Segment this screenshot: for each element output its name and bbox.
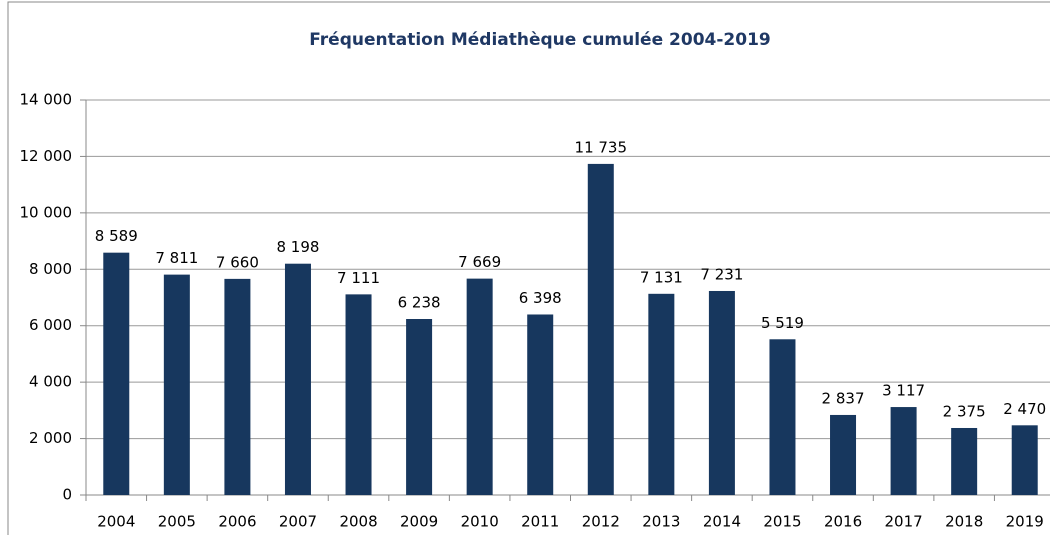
value-label: 2 837 [822, 389, 865, 407]
bar [284, 263, 311, 495]
x-tick-label: 2010 [461, 513, 499, 531]
value-label: 7 231 [700, 265, 743, 283]
x-tick-label: 2017 [885, 513, 923, 531]
bar [224, 278, 251, 495]
bar [708, 290, 735, 495]
value-label: 11 735 [575, 138, 628, 156]
chart-title: Fréquentation Médiathèque cumulée 2004-2… [309, 30, 770, 50]
x-tick-label: 2016 [824, 513, 862, 531]
value-label: 6 398 [519, 289, 562, 307]
bar [527, 314, 554, 495]
y-tick-label: 10 000 [20, 203, 73, 221]
chart-frame [7, 1, 1050, 535]
bar [345, 294, 372, 495]
bar [769, 339, 796, 495]
y-tick-label: 14 000 [20, 91, 73, 109]
y-tick-label: 6 000 [29, 316, 72, 334]
value-label: 6 238 [398, 293, 441, 311]
x-tick-label: 2006 [218, 513, 256, 531]
y-tick-label: 8 000 [29, 260, 72, 278]
bar [951, 427, 978, 495]
value-label: 7 660 [216, 253, 259, 271]
value-label: 8 198 [276, 238, 319, 256]
value-label: 8 589 [95, 227, 138, 245]
bar [163, 274, 190, 495]
value-label: 7 111 [337, 269, 380, 287]
value-label: 5 519 [761, 314, 804, 332]
x-tick-label: 2012 [582, 513, 620, 531]
x-tick-label: 2009 [400, 513, 438, 531]
bar [648, 293, 675, 495]
y-tick-label: 0 [62, 486, 72, 504]
x-tick-label: 2013 [642, 513, 680, 531]
x-tick-label: 2011 [521, 513, 559, 531]
y-tick-label: 4 000 [29, 373, 72, 391]
x-tick-label: 2014 [703, 513, 741, 531]
bar [1011, 425, 1038, 495]
value-label: 7 131 [640, 268, 683, 286]
x-tick-label: 2018 [945, 513, 983, 531]
bar [890, 407, 917, 495]
bar [103, 252, 130, 495]
x-tick-label: 2007 [279, 513, 317, 531]
y-tick-label: 2 000 [29, 429, 72, 447]
value-label: 2 470 [1003, 400, 1046, 418]
value-label: 7 811 [155, 249, 198, 267]
x-tick-label: 2019 [1006, 513, 1044, 531]
bar [466, 278, 493, 495]
bar [830, 414, 857, 495]
x-tick-label: 2015 [763, 513, 801, 531]
y-tick-label: 12 000 [20, 147, 73, 165]
bar [406, 318, 433, 495]
x-tick-label: 2005 [158, 513, 196, 531]
value-label: 3 117 [882, 382, 925, 400]
value-label: 7 669 [458, 253, 501, 271]
value-label: 2 375 [943, 402, 986, 420]
bar [587, 163, 614, 496]
x-tick-label: 2004 [97, 513, 135, 531]
x-tick-label: 2008 [339, 513, 377, 531]
